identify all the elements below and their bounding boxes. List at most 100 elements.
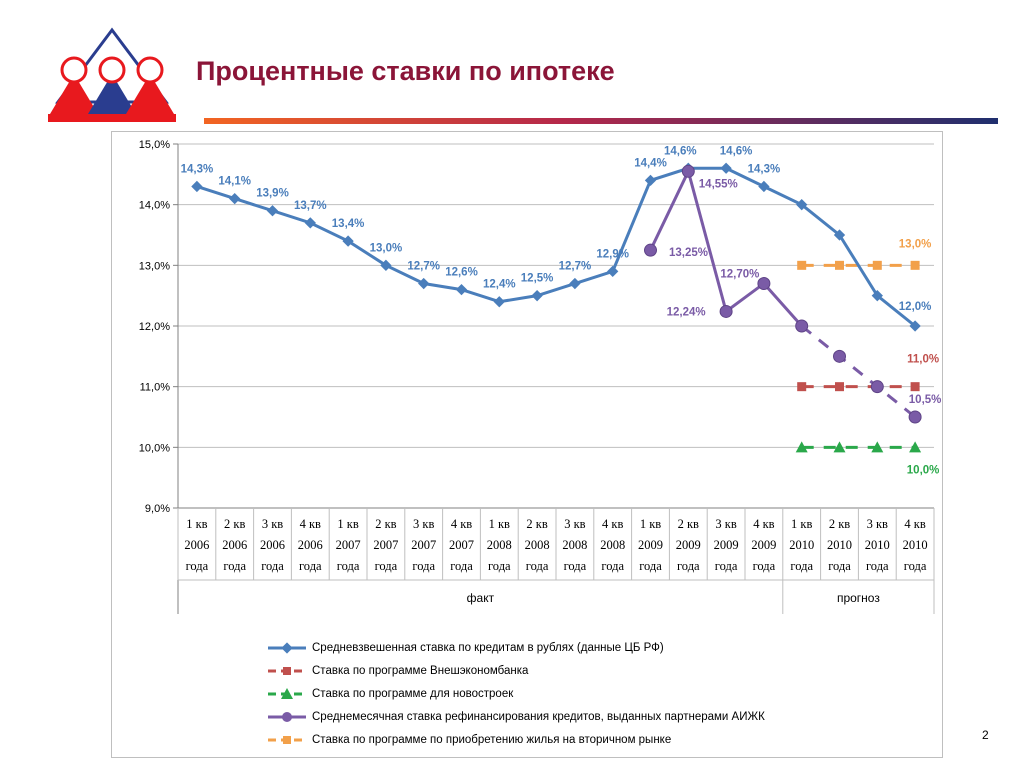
x-tick-label: года (261, 559, 284, 573)
data-point-new (871, 441, 884, 453)
x-tick-label: 2006 (184, 538, 209, 552)
data-point-cbr (304, 217, 316, 229)
data-label-cbr: 13,4% (332, 218, 365, 230)
data-point-aijk (644, 243, 657, 257)
x-tick-label: 2008 (600, 538, 625, 552)
x-tick-label: 2008 (562, 538, 587, 552)
x-tick-label: года (412, 559, 435, 573)
x-tick-label: 3 кв (564, 517, 585, 531)
legend-item-aijk: Среднемесячная ставка рефинансирования к… (266, 706, 916, 729)
data-point-cbr (418, 277, 430, 290)
data-point-cbr (229, 192, 241, 205)
chart-legend: Средневзвешенная ставка по кредитам в ру… (266, 637, 916, 752)
page-number: 2 (982, 728, 989, 742)
data-label-secondary: 13,0% (899, 238, 932, 250)
legend-label-veb: Ставка по программе Внешэкономбанка (312, 665, 529, 677)
y-tick-label: 14,0% (139, 200, 170, 212)
data-point-secondary (910, 260, 920, 270)
x-tick-label: 4 кв (602, 517, 623, 531)
legend-item-new: Ставка по программе для новостроек (266, 683, 916, 706)
legend-swatch-cbr (268, 642, 306, 654)
data-label-cbr: 12,7% (559, 261, 592, 273)
logo-circle-left (60, 56, 88, 84)
legend-label-secondary: Ставка по программе по приобретению жиль… (312, 734, 672, 746)
data-label-cbr: 12,4% (483, 279, 516, 291)
data-label-cbr: 12,6% (445, 267, 478, 279)
x-tick-label: 2009 (751, 538, 776, 552)
series-line-aijk-forecast (800, 324, 917, 419)
legend-swatch-aijk (268, 712, 306, 722)
data-point-cbr (796, 199, 808, 211)
x-tick-label: 2007 (336, 538, 361, 552)
x-tick-label: года (526, 559, 549, 573)
y-tick-label: 12,0% (139, 321, 170, 333)
data-point-cbr (607, 265, 619, 278)
x-tick-label: года (450, 559, 473, 573)
title-underline-bar (204, 118, 998, 124)
data-label-cbr: 13,0% (370, 242, 403, 254)
x-tick-label: года (601, 559, 624, 573)
data-label-aijk: 12,70% (720, 269, 759, 281)
data-point-aijk (719, 304, 733, 318)
logo-red-triangle-left (50, 74, 98, 114)
x-tick-label: 2 кв (829, 517, 850, 531)
legend-swatch-secondary (268, 736, 306, 744)
logo (48, 27, 176, 122)
x-tick-label: года (223, 559, 246, 573)
data-point-aijk (681, 164, 695, 178)
x-tick-label: 2008 (525, 538, 550, 552)
x-tick-label: 2010 (903, 538, 928, 552)
x-tick-label: 1 кв (640, 517, 661, 531)
data-point-cbr (380, 259, 392, 271)
data-point-cbr (909, 320, 921, 332)
y-tick-label: 13,0% (139, 260, 170, 272)
x-tick-label: 4 кв (451, 517, 472, 531)
data-point-cbr (569, 277, 581, 290)
data-point-aijk (795, 319, 809, 333)
data-label-cbr: 12,7% (407, 261, 440, 273)
data-label-aijk: 14,55% (699, 178, 738, 190)
data-point-aijk (757, 277, 771, 291)
data-label-veb: 11,0% (907, 354, 939, 366)
data-label-aijk: 12,24% (667, 306, 706, 318)
x-tick-label: 1 кв (186, 517, 207, 531)
x-tick-label: 2009 (676, 538, 701, 552)
x-tick-label: года (677, 559, 700, 573)
x-tick-label: года (639, 559, 662, 573)
x-tick-label: года (790, 559, 813, 573)
y-tick-label: 10,0% (139, 442, 170, 454)
x-tick-label: 4 кв (753, 517, 774, 531)
y-tick-label: 11,0% (140, 382, 171, 394)
data-point-secondary (872, 260, 882, 270)
x-tick-label: 2007 (449, 538, 474, 552)
x-tick-label: 1 кв (337, 517, 358, 531)
x-tick-label: 3 кв (867, 517, 888, 531)
legend-item-cbr: Средневзвешенная ставка по кредитам в ру… (266, 637, 916, 660)
chart-frame: 9,0% 10,0% 11,0% 12,0% 13,0% 14,0% 15,0% 1 кв 20… (111, 131, 943, 758)
data-label-cbr: 12,9% (596, 248, 629, 260)
data-point-aijk (908, 410, 922, 424)
data-point-veb (835, 382, 844, 392)
y-tick-label: 15,0% (139, 139, 170, 151)
data-point-new (909, 441, 922, 453)
x-tick-label: 2010 (789, 538, 814, 552)
data-point-cbr (455, 283, 468, 296)
x-tick-label: 2 кв (224, 517, 245, 531)
data-point-secondary (797, 260, 807, 270)
legend-label-aijk: Среднемесячная ставка рефинансирования к… (312, 711, 765, 723)
x-tick-label: 1 кв (489, 517, 510, 531)
data-label-cbr: 14,4% (634, 157, 667, 169)
x-tick-label: года (186, 559, 209, 573)
x-tick-label: 2 кв (375, 517, 396, 531)
legend-label-new: Ставка по программе для новостроек (312, 688, 514, 700)
data-point-veb (910, 382, 920, 392)
x-tick-label: года (299, 559, 322, 573)
page-title: Процентные ставки по ипотеке (196, 56, 615, 86)
data-point-aijk (833, 349, 846, 363)
y-tick-label: 9,0% (145, 503, 170, 515)
x-tick-label: года (866, 559, 889, 573)
data-label-cbr: 12,5% (521, 273, 554, 285)
data-point-cbr (644, 174, 657, 187)
data-label-cbr: 14,6% (720, 145, 753, 157)
logo-blue-triangle (88, 74, 136, 114)
